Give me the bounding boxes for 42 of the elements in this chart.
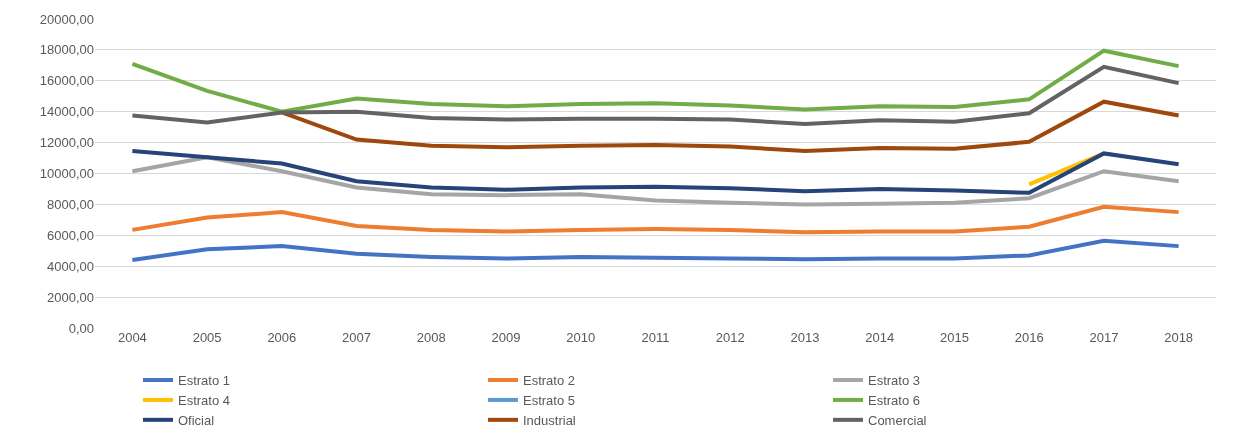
x-tick-label: 2018	[1164, 330, 1194, 345]
legend-label: Estrato 3	[868, 373, 921, 389]
line-series	[130, 48, 1181, 114]
legend-label: Estrato 5	[523, 393, 576, 408]
line-series	[130, 238, 1181, 263]
line-series	[130, 204, 1181, 235]
x-tick-label: 2011	[641, 330, 670, 345]
x-tick-label: 2016	[1014, 330, 1044, 345]
x-tick-label: 2010	[566, 330, 596, 345]
line-series	[279, 99, 1181, 154]
line-series	[130, 149, 1181, 195]
y-tick-label: 4000,00	[47, 258, 94, 274]
x-tick-label: 2007	[342, 330, 372, 345]
y-tick-label: 2000,00	[47, 289, 94, 305]
line-series	[130, 64, 1181, 127]
y-tick-label: 14000,00	[39, 104, 94, 120]
legend-label: Estrato 2	[523, 373, 576, 389]
legend-label: Estrato 6	[868, 393, 921, 408]
y-tick-label: 16000,00	[39, 73, 94, 89]
y-tick-label: 8000,00	[47, 196, 94, 212]
x-tick-label: 2012	[715, 330, 745, 345]
legend-label: Comercial	[868, 412, 927, 428]
y-tick-label: 10000,00	[39, 166, 94, 182]
x-tick-label: 2015	[939, 330, 969, 345]
y-tick-label: 0,00	[68, 320, 94, 336]
x-tick-label: 2009	[491, 330, 521, 345]
x-tick-label: 2005	[192, 330, 222, 345]
y-tick-label: 6000,00	[47, 227, 94, 243]
line-series	[130, 155, 1181, 207]
x-tick-label: 2014	[865, 330, 895, 345]
legend-label: Estrato 1	[178, 373, 231, 389]
x-tick-label: 2006	[267, 330, 297, 345]
y-tick-label: 12000,00	[39, 135, 94, 151]
y-tick-label: 18000,00	[39, 42, 94, 58]
x-tick-label: 2008	[416, 330, 446, 345]
x-tick-label: 2004	[117, 330, 147, 345]
legend-label: Oficial	[178, 412, 215, 428]
x-tick-label: 2013	[790, 330, 820, 345]
legend-label: Estrato 4	[178, 393, 231, 408]
legend-label: Industrial	[523, 412, 576, 428]
x-tick-label: 2017	[1089, 330, 1119, 345]
y-tick-label: 20000,00	[39, 11, 94, 27]
